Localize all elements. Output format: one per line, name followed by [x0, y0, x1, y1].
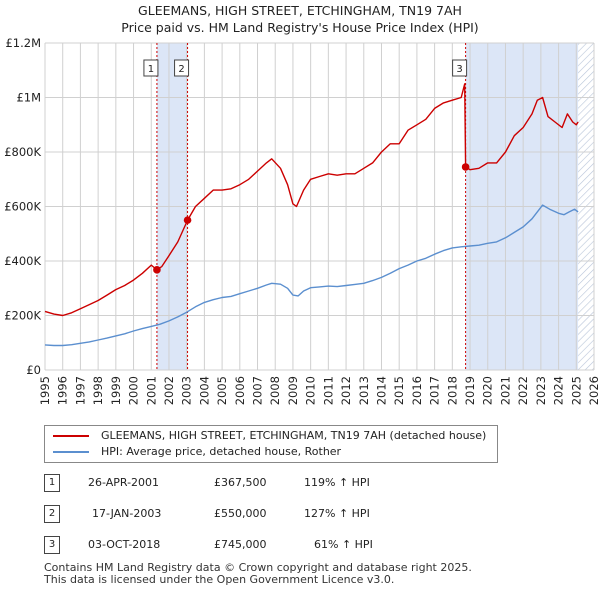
- sale-number-label: 2: [178, 64, 184, 75]
- x-tick-label: 2008: [268, 376, 282, 405]
- x-tick-label: 2001: [144, 376, 158, 405]
- footer-licence: This data is licensed under the Open Gov…: [44, 573, 395, 586]
- transaction-hpi: 61% ↑ HPI: [314, 538, 373, 551]
- x-tick-label: 2010: [304, 376, 318, 405]
- sale-number-label: 3: [456, 64, 462, 75]
- x-tick-label: 1999: [109, 376, 123, 405]
- hpi-series-line: [44, 204, 579, 347]
- x-tick-label: 2015: [392, 376, 406, 405]
- property-series-line: [44, 83, 579, 317]
- legend-swatch-property: [53, 435, 89, 437]
- footer-copyright: Contains HM Land Registry data © Crown c…: [44, 561, 472, 574]
- transaction-date: 03-OCT-2018: [88, 538, 161, 551]
- y-tick-label: £1M: [16, 91, 41, 105]
- legend-label-property: GLEEMANS, HIGH STREET, ETCHINGHAM, TN19 …: [101, 429, 487, 442]
- sale-number-box: [143, 59, 159, 77]
- x-tick-label: 2016: [410, 376, 424, 405]
- sale-point: [461, 163, 470, 171]
- x-tick-label: 2023: [534, 376, 548, 405]
- transaction-price: £367,500: [214, 476, 267, 489]
- y-tick-label: £200K: [4, 309, 41, 323]
- y-tick-label: £600K: [4, 200, 41, 214]
- transaction-hpi: 127% ↑ HPI: [304, 507, 370, 520]
- x-tick-label: 2005: [215, 376, 229, 405]
- transaction-price: £550,000: [214, 507, 267, 520]
- chart-subtitle: Price paid vs. HM Land Registry's House …: [121, 20, 479, 35]
- x-tick-label: 2009: [286, 376, 300, 405]
- chart-area: 1 2 3 £0 £200K £400K £600K £800K £1M £1.2M 1995 19…: [4, 36, 600, 405]
- transaction-row: 1 26-APR-2001 £367,500 119% ↑ HPI: [44, 474, 524, 492]
- x-tick-label: 2013: [357, 376, 371, 405]
- transaction-hpi: 119% ↑ HPI: [304, 476, 370, 489]
- transaction-number: 3: [44, 536, 60, 554]
- sale-point: [183, 216, 192, 224]
- transaction-number: 1: [44, 474, 60, 492]
- legend-item-property: GLEEMANS, HIGH STREET, ETCHINGHAM, TN19 …: [53, 428, 486, 444]
- legend: GLEEMANS, HIGH STREET, ETCHINGHAM, TN19 …: [44, 425, 498, 463]
- x-tick-label: 1996: [56, 376, 70, 405]
- chart-title: GLEEMANS, HIGH STREET, ETCHINGHAM, TN19 …: [138, 3, 462, 18]
- y-tick-label: £800K: [4, 145, 41, 159]
- y-tick-label: £400K: [4, 254, 41, 268]
- sale-number-label: 1: [148, 64, 154, 75]
- transaction-date: 26-APR-2001: [88, 476, 160, 489]
- transaction-row: 2 17-JAN-2003 £550,000 127% ↑ HPI: [44, 505, 524, 523]
- x-tick-label: 2018: [445, 376, 459, 405]
- x-tick-label: 2004: [197, 376, 211, 405]
- x-tick-label: 2007: [251, 376, 265, 405]
- x-tick-label: 2022: [516, 376, 530, 405]
- transaction-row: 3 03-OCT-2018 £745,000 61% ↑ HPI: [44, 536, 524, 554]
- x-tick-label: 2000: [127, 376, 141, 405]
- x-tick-label: 2020: [481, 376, 495, 405]
- legend-label-hpi: HPI: Average price, detached house, Roth…: [101, 445, 342, 458]
- sale-point: [153, 266, 161, 274]
- x-tick-label: 2026: [587, 376, 600, 405]
- transaction-price: £745,000: [214, 538, 267, 551]
- x-tick-label: 2017: [428, 376, 442, 405]
- x-tick-label: 1997: [73, 376, 87, 405]
- x-tick-label: 2025: [569, 376, 583, 405]
- legend-swatch-hpi: [53, 451, 89, 453]
- x-tick-label: 2012: [339, 376, 353, 405]
- x-tick-label: 2006: [233, 376, 247, 405]
- x-tick-label: 2014: [374, 376, 388, 405]
- x-tick-label: 2011: [321, 376, 335, 405]
- y-tick-label: £1.2M: [5, 36, 41, 50]
- x-tick-label: 1995: [38, 376, 52, 405]
- transaction-number: 2: [44, 505, 60, 523]
- x-tick-label: 1998: [91, 376, 105, 405]
- x-tick-label: 2024: [552, 376, 566, 405]
- legend-item-hpi: HPI: Average price, detached house, Roth…: [53, 444, 341, 460]
- x-tick-label: 2002: [162, 376, 176, 405]
- x-tick-label: 2019: [463, 376, 477, 405]
- sale-number-box: [452, 59, 468, 77]
- x-tick-label: 2003: [180, 376, 194, 405]
- transaction-date: 17-JAN-2003: [92, 507, 162, 520]
- y-tick-label: £0: [26, 363, 41, 377]
- x-tick-label: 2021: [498, 376, 512, 405]
- sale-number-box: [174, 59, 190, 77]
